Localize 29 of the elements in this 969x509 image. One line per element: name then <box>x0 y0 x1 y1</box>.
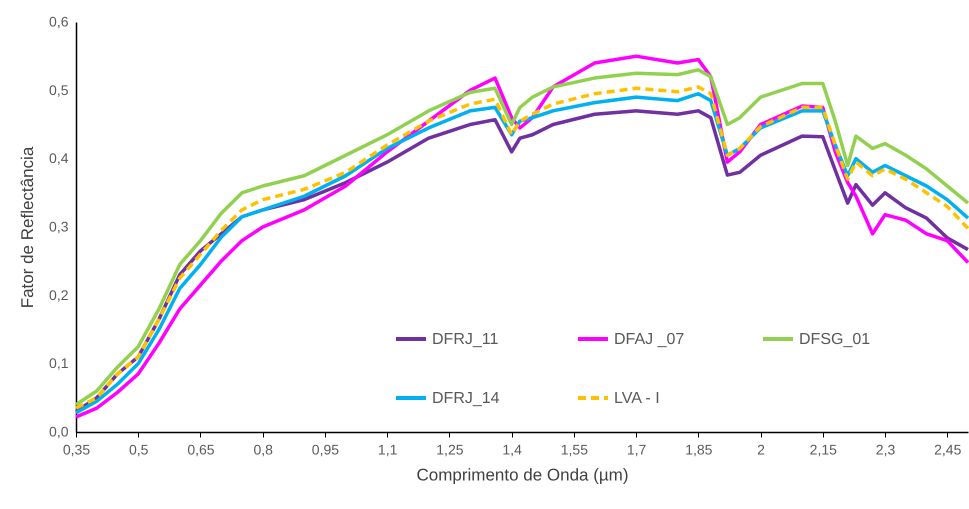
x-tick-label: 2,15 <box>810 442 838 458</box>
x-tick-label: 2 <box>757 442 766 458</box>
x-tick-label: 1,7 <box>626 442 647 458</box>
x-tick-label: 2,3 <box>876 442 896 458</box>
x-tick-label: 1,25 <box>436 442 464 458</box>
x-tick-label: 1,85 <box>685 442 713 458</box>
y-tick-label: 0,5 <box>49 82 69 98</box>
y-tick-label: 0,0 <box>49 424 69 440</box>
x-axis-title: Comprimento de Onda (µm) <box>416 466 628 484</box>
x-tick-label: 1,4 <box>502 442 522 458</box>
x-tick-label: 2,45 <box>934 442 962 458</box>
x-tick-label: 0,8 <box>253 442 274 458</box>
y-tick-label: 0,2 <box>49 286 69 303</box>
y-axis-title: Fator de Reflectância <box>18 146 38 308</box>
y-tick-label: 0,4 <box>49 150 69 166</box>
legend-label: DFSG_01 <box>799 331 870 348</box>
x-tick-label: 1,1 <box>378 442 398 458</box>
y-tick-label: 0,1 <box>49 355 69 372</box>
legend-label: LVA - I <box>614 390 660 407</box>
legend-label: DFRJ_14 <box>432 390 500 407</box>
x-tick-label: 0,5 <box>129 442 149 458</box>
x-tick-label: 0,65 <box>187 442 215 458</box>
x-tick-label: 0,95 <box>312 442 340 458</box>
x-tick-label: 0,35 <box>62 442 90 458</box>
legend-label: DFAJ _07 <box>614 331 684 348</box>
legend-label: DFRJ_11 <box>432 331 498 348</box>
y-tick-label: 0,6 <box>49 14 69 30</box>
x-tick-label: 1,55 <box>560 442 588 458</box>
y-tick-label: 0,3 <box>49 218 69 234</box>
